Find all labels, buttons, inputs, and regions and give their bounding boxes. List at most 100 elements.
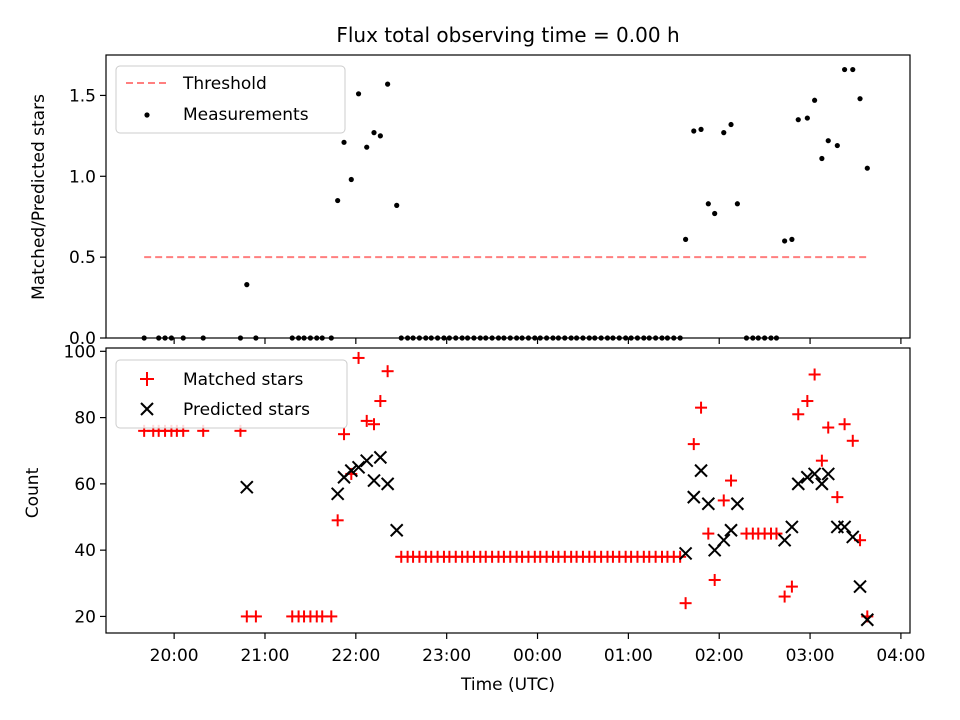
predicted-star-point [846, 530, 860, 544]
predicted-star-point [240, 480, 254, 494]
measurement-point [857, 96, 863, 102]
measurement-point [377, 133, 383, 139]
measurement-point [789, 236, 795, 242]
bottom-plot-area [138, 351, 875, 627]
predicted-star-point [724, 523, 738, 537]
predicted-star-point [694, 463, 708, 478]
measurement-point [825, 138, 831, 144]
matched-star-point [717, 494, 730, 507]
bottom-x-tick-label: 20:00 [150, 646, 199, 666]
measurement-point [683, 236, 689, 242]
measurement-point [812, 97, 818, 103]
bottom-y-ticks: 20 40 60 80 100 [64, 342, 106, 627]
bottom-y-tick-label: 40 [74, 541, 96, 561]
bottom-y-tick-label: 80 [74, 409, 96, 429]
predicted-star-point [390, 523, 404, 537]
predicted-star-point [821, 467, 835, 481]
predicted-star-point [860, 613, 875, 627]
matched-star-point [338, 428, 351, 441]
predicted-star-point [777, 533, 792, 547]
matched-star-point [325, 610, 338, 623]
measurement-point [850, 66, 856, 73]
legend-threshold-label: Threshold [182, 74, 267, 94]
measurement-point [691, 128, 697, 134]
measurement-point [341, 139, 347, 145]
measurement-point [804, 115, 810, 121]
matched-star-point [815, 454, 828, 467]
predicted-star-point [678, 546, 693, 561]
bottom-x-tick-label: 03:00 [786, 646, 835, 666]
top-axes-frame [105, 54, 911, 339]
measurement-point [355, 91, 362, 97]
predicted-star-point [373, 450, 388, 465]
top-y-tick-label: 0.5 [69, 248, 96, 268]
bottom-x-axis-label: Time (UTC) [460, 675, 555, 695]
matched-star-point [674, 550, 687, 563]
measurement-point [782, 238, 788, 244]
top-y-tick-label: 1.5 [69, 86, 96, 106]
matched-star-point [331, 514, 344, 527]
top-y-axis-label: Matched/Predicted stars [29, 94, 49, 300]
bottom-y-tick-label: 100 [64, 342, 96, 362]
legend-matched-swatch [140, 372, 154, 386]
top-y-ticks: 0.0 0.5 1.0 1.5 [69, 86, 106, 349]
predicted-star-point [701, 497, 716, 511]
predicted-star-point [380, 477, 395, 491]
bottom-x-tick-label: 01:00 [604, 646, 653, 666]
matched-star-point [249, 610, 262, 623]
predicted-star-point [785, 520, 799, 534]
predicted-star-point [351, 460, 366, 475]
matched-star-point [702, 527, 715, 540]
predicted-star-point [360, 453, 374, 468]
bottom-y-axis-label: Count [23, 467, 43, 518]
measurement-point [244, 282, 250, 288]
matched-star-point [352, 351, 365, 364]
matched-star-point [838, 418, 851, 431]
measurement-point [371, 130, 377, 136]
matched-star-point [822, 421, 835, 434]
measurement-point [721, 130, 727, 136]
matched-star-point [695, 401, 708, 414]
predicted-star-point [717, 533, 731, 547]
matched-star-point [778, 590, 791, 603]
matched-star-point [687, 438, 700, 451]
legend-measurements-swatch [144, 112, 150, 118]
legend-predicted-swatch [140, 402, 154, 416]
matched-star-point [792, 408, 805, 421]
top-chart-title: Flux total observing time = 0.00 h [336, 23, 679, 47]
measurement-point [335, 197, 341, 204]
top-y-tick-label: 0.0 [69, 329, 96, 349]
bottom-axes-frame [105, 347, 911, 634]
predicted-star-point [800, 470, 815, 484]
predicted-star-point [330, 487, 345, 501]
matched-star-point [770, 527, 783, 540]
measurement-point [864, 165, 870, 171]
top-plot-area [141, 66, 870, 341]
legend-matched-label: Matched stars [183, 370, 303, 390]
measurement-point [698, 126, 704, 132]
measurement-point [819, 155, 825, 162]
measurement-point [728, 121, 734, 128]
measurement-point [841, 66, 848, 73]
measurement-point [795, 117, 801, 123]
bottom-y-tick-label: 60 [74, 475, 96, 495]
measurement-point [385, 81, 391, 87]
top-x-ticks [173, 338, 902, 344]
top-legend-box [115, 65, 346, 134]
predicted-star-point [344, 463, 358, 478]
matched-star-point [725, 474, 738, 487]
measurement-point [394, 202, 400, 208]
measurement-point [705, 201, 711, 207]
matched-star-point [381, 365, 394, 378]
matched-star-point [846, 434, 859, 447]
measurement-point [348, 176, 354, 183]
bottom-x-tick-label: 04:00 [876, 646, 925, 666]
measurement-point [364, 144, 370, 150]
bottom-y-tick-label: 20 [74, 607, 96, 627]
top-y-tick-label: 1.0 [69, 167, 96, 187]
predicted-star-point [837, 520, 852, 534]
predicted-star-point [687, 490, 701, 504]
measurement-point [834, 142, 840, 149]
measurement-point [734, 201, 740, 207]
